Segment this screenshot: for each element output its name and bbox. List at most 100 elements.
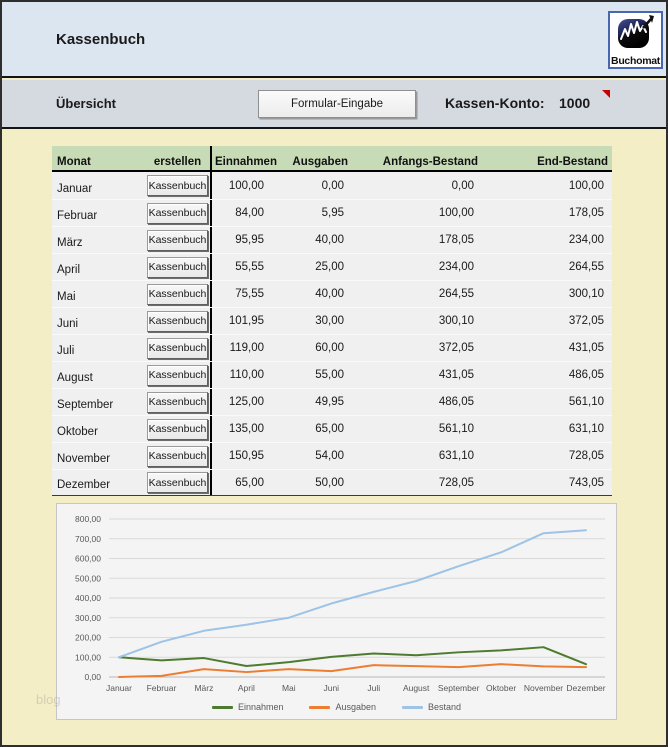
expenses-value: 54,00 bbox=[272, 443, 352, 469]
watermark: blog bbox=[36, 692, 61, 707]
header-erstellen: erstellen bbox=[145, 146, 210, 170]
app-header: Kassenbuch bbox=[2, 2, 666, 78]
kassenbuch-table: Monat erstellen Einnahmen Ausgaben Anfan… bbox=[52, 146, 612, 496]
svg-text:September: September bbox=[438, 683, 480, 693]
line-chart: 0,00100,00200,00300,00400,00500,00600,00… bbox=[57, 504, 616, 719]
month-label: August bbox=[52, 362, 145, 388]
toolbar: Übersicht Formular-Eingabe Kassen-Konto:… bbox=[2, 80, 666, 129]
svg-text:Oktober: Oktober bbox=[486, 683, 516, 693]
table-row: DezemberKassenbuch65,0050,00728,05743,05 bbox=[52, 469, 612, 496]
month-label: Januar bbox=[52, 172, 145, 199]
opening-value: 372,05 bbox=[352, 335, 482, 361]
kassenbuch-button[interactable]: Kassenbuch bbox=[147, 175, 208, 196]
svg-text:Mai: Mai bbox=[282, 683, 296, 693]
table-row: JanuarKassenbuch100,000,000,00100,00 bbox=[52, 172, 612, 199]
svg-text:300,00: 300,00 bbox=[75, 613, 101, 623]
kassenbuch-button[interactable]: Kassenbuch bbox=[147, 472, 208, 493]
create-cell: Kassenbuch bbox=[145, 335, 210, 361]
table-row: NovemberKassenbuch150,9554,00631,10728,0… bbox=[52, 442, 612, 469]
month-label: April bbox=[52, 254, 145, 280]
opening-value: 264,55 bbox=[352, 281, 482, 307]
create-cell: Kassenbuch bbox=[145, 362, 210, 388]
month-label: September bbox=[52, 389, 145, 415]
opening-value: 486,05 bbox=[352, 389, 482, 415]
svg-text:0,00: 0,00 bbox=[84, 672, 101, 682]
create-cell: Kassenbuch bbox=[145, 443, 210, 469]
table-body: JanuarKassenbuch100,000,000,00100,00Febr… bbox=[52, 172, 612, 496]
kassenbuch-button[interactable]: Kassenbuch bbox=[147, 446, 208, 467]
create-cell: Kassenbuch bbox=[145, 389, 210, 415]
expenses-value: 25,00 bbox=[272, 254, 352, 280]
kassenbuch-button[interactable]: Kassenbuch bbox=[147, 365, 208, 386]
opening-value: 100,00 bbox=[352, 200, 482, 226]
legend-item: Einnahmen bbox=[212, 702, 284, 712]
opening-value: 431,05 bbox=[352, 362, 482, 388]
income-value: 101,95 bbox=[210, 308, 272, 334]
table-row: OktoberKassenbuch135,0065,00561,10631,10 bbox=[52, 415, 612, 442]
table-header-row: Monat erstellen Einnahmen Ausgaben Anfan… bbox=[52, 146, 612, 172]
svg-text:November: November bbox=[524, 683, 563, 693]
closing-value: 264,55 bbox=[482, 254, 612, 280]
svg-text:400,00: 400,00 bbox=[75, 593, 101, 603]
expenses-value: 0,00 bbox=[272, 172, 352, 199]
closing-value: 631,10 bbox=[482, 416, 612, 442]
closing-value: 372,05 bbox=[482, 308, 612, 334]
month-label: Juni bbox=[52, 308, 145, 334]
page-title: Kassenbuch bbox=[56, 31, 145, 48]
opening-value: 300,10 bbox=[352, 308, 482, 334]
kassenbuch-button[interactable]: Kassenbuch bbox=[147, 284, 208, 305]
svg-text:200,00: 200,00 bbox=[75, 633, 101, 643]
income-value: 95,95 bbox=[210, 227, 272, 253]
expenses-value: 30,00 bbox=[272, 308, 352, 334]
kassenbuch-button[interactable]: Kassenbuch bbox=[147, 230, 208, 251]
expenses-value: 50,00 bbox=[272, 470, 352, 495]
closing-value: 561,10 bbox=[482, 389, 612, 415]
kassenbuch-button[interactable]: Kassenbuch bbox=[147, 311, 208, 332]
create-cell: Kassenbuch bbox=[145, 281, 210, 307]
kassenbuch-button[interactable]: Kassenbuch bbox=[147, 257, 208, 278]
month-label: Juli bbox=[52, 335, 145, 361]
create-cell: Kassenbuch bbox=[145, 308, 210, 334]
table-row: SeptemberKassenbuch125,0049,95486,05561,… bbox=[52, 388, 612, 415]
kassenbuch-button[interactable]: Kassenbuch bbox=[147, 203, 208, 224]
legend-swatch-icon bbox=[309, 706, 330, 709]
formular-eingabe-button[interactable]: Formular-Eingabe bbox=[258, 90, 416, 118]
kassen-konto-label: Kassen-Konto: bbox=[445, 95, 545, 111]
income-value: 150,95 bbox=[210, 443, 272, 469]
closing-value: 178,05 bbox=[482, 200, 612, 226]
header-einnahmen: Einnahmen bbox=[210, 146, 272, 170]
svg-text:März: März bbox=[194, 683, 213, 693]
create-cell: Kassenbuch bbox=[145, 172, 210, 199]
table-row: AugustKassenbuch110,0055,00431,05486,05 bbox=[52, 361, 612, 388]
header-end-bestand: End-Bestand bbox=[482, 146, 612, 170]
view-label: Übersicht bbox=[56, 96, 116, 111]
svg-text:Dezember: Dezember bbox=[566, 683, 605, 693]
expenses-value: 49,95 bbox=[272, 389, 352, 415]
opening-value: 178,05 bbox=[352, 227, 482, 253]
income-value: 135,00 bbox=[210, 416, 272, 442]
svg-text:Juni: Juni bbox=[323, 683, 339, 693]
income-value: 55,55 bbox=[210, 254, 272, 280]
month-label: Dezember bbox=[52, 470, 145, 495]
opening-value: 631,10 bbox=[352, 443, 482, 469]
income-value: 119,00 bbox=[210, 335, 272, 361]
table-row: MärzKassenbuch95,9540,00178,05234,00 bbox=[52, 226, 612, 253]
header-ausgaben: Ausgaben bbox=[272, 146, 352, 170]
create-cell: Kassenbuch bbox=[145, 200, 210, 226]
kassenbuch-button[interactable]: Kassenbuch bbox=[147, 392, 208, 413]
create-cell: Kassenbuch bbox=[145, 470, 210, 495]
legend-label: Einnahmen bbox=[238, 702, 284, 712]
month-label: Mai bbox=[52, 281, 145, 307]
create-cell: Kassenbuch bbox=[145, 254, 210, 280]
app-window: Kassenbuch bbox=[0, 0, 668, 747]
legend-swatch-icon bbox=[212, 706, 233, 709]
kassenbuch-button[interactable]: Kassenbuch bbox=[147, 419, 208, 440]
month-label: März bbox=[52, 227, 145, 253]
kassenbuch-button[interactable]: Kassenbuch bbox=[147, 338, 208, 359]
create-cell: Kassenbuch bbox=[145, 227, 210, 253]
chart-panel: 0,00100,00200,00300,00400,00500,00600,00… bbox=[56, 503, 617, 720]
svg-text:Januar: Januar bbox=[106, 683, 132, 693]
create-cell: Kassenbuch bbox=[145, 416, 210, 442]
income-value: 100,00 bbox=[210, 172, 272, 199]
kassen-konto-value[interactable]: 1000 bbox=[559, 95, 590, 111]
